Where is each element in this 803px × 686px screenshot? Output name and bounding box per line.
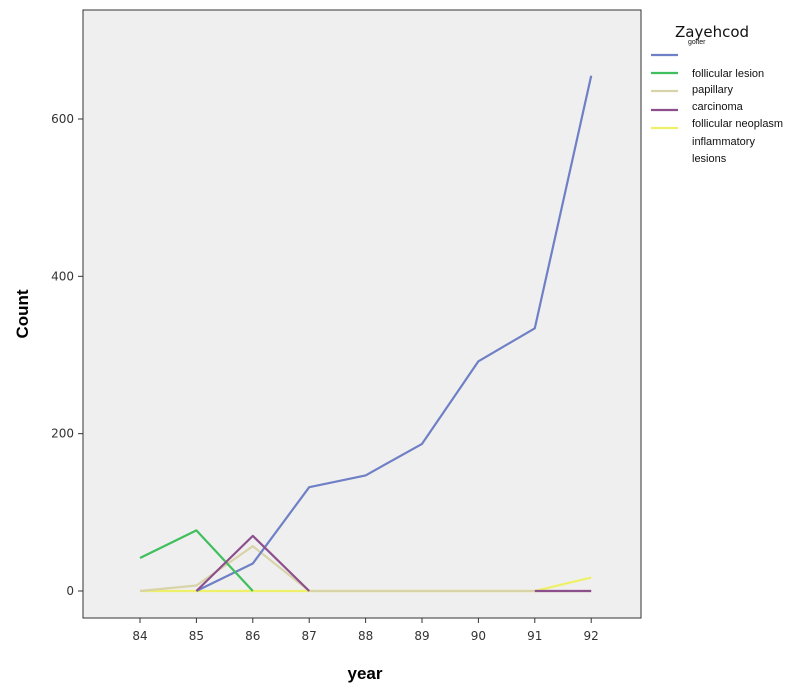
legend-label: follicular lesion: [692, 68, 764, 80]
legend-label: goiter: [688, 39, 706, 46]
axis-layer: 84 85 86 87 88 89 90 91 92 0 200 400 600: [51, 112, 599, 643]
legend: Zayehcod goiter follicular lesion papillar…: [651, 23, 783, 165]
series-layer: [139, 75, 593, 593]
x-tick-label: 88: [358, 629, 373, 643]
series-line-carcinoma: [195, 534, 310, 592]
x-tick-label: 90: [471, 629, 486, 643]
legend-label: papillary: [692, 84, 733, 96]
legend-label: carcinoma: [692, 101, 744, 113]
y-tick-label: 400: [51, 269, 74, 283]
x-tick-label: 92: [584, 629, 599, 643]
legend-label: follicular neoplasm: [692, 118, 783, 130]
x-tick-label: 85: [189, 629, 204, 643]
x-tick-label: 84: [132, 629, 147, 643]
legend-label: lesions: [692, 153, 727, 165]
x-axis-title: year: [348, 664, 383, 683]
series-line-goiter: [195, 75, 593, 592]
legend-label: inflammatory: [692, 136, 755, 148]
x-tick-label: 89: [414, 629, 429, 643]
y-axis-title: Count: [13, 289, 32, 338]
y-tick-label: 600: [51, 112, 74, 126]
x-tick-label: 86: [245, 629, 260, 643]
y-tick-label: 200: [51, 427, 74, 441]
y-tick-label: 0: [66, 584, 74, 598]
legend-title: Zayehcod: [675, 23, 749, 41]
plot-area: [82, 9, 642, 619]
series-line-follicular-lesion: [139, 529, 254, 592]
x-tick-label: 87: [302, 629, 317, 643]
x-tick-label: 91: [527, 629, 542, 643]
